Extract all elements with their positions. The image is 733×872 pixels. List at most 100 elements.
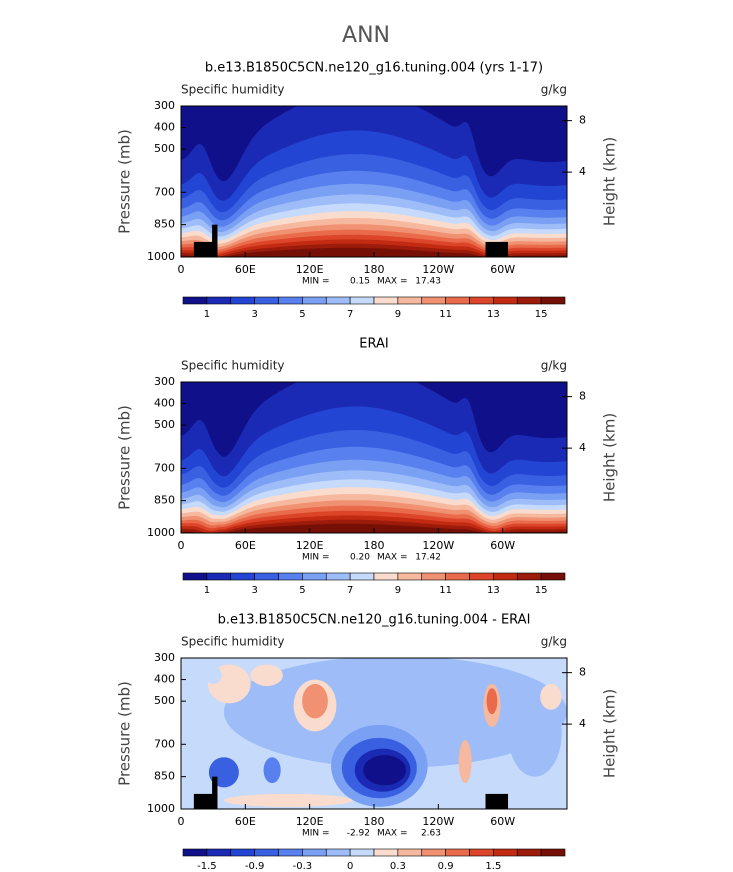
y2-axis-label: Height (km) <box>601 137 619 226</box>
x-tick-label: 180 <box>364 263 385 276</box>
contour-field <box>181 382 567 533</box>
min-label: MIN = <box>302 553 330 563</box>
y-tick-label: 1000 <box>147 802 175 815</box>
colorbar-swatch <box>302 572 327 581</box>
colorbar-swatch <box>182 572 208 581</box>
x-tick-label: 0 <box>178 263 185 276</box>
y-tick-label: 400 <box>154 673 175 686</box>
colorbar-swatch <box>445 296 470 305</box>
contour-field <box>181 106 567 257</box>
y2-tick-label: 4 <box>579 717 586 730</box>
colorbar-swatch <box>349 572 375 581</box>
colorbar-swatch <box>493 572 518 581</box>
panel-title: ERAI <box>359 337 388 352</box>
contour-fill <box>486 688 498 715</box>
topography <box>193 241 218 257</box>
x-tick-label: 120W <box>422 263 454 276</box>
max-label: MAX = <box>377 553 408 563</box>
y-tick-label: 700 <box>154 461 175 474</box>
colorbar-swatch <box>302 848 327 857</box>
colorbar-swatch <box>206 296 232 305</box>
colorbar-label: 13 <box>487 585 500 596</box>
contour-fill <box>263 757 281 784</box>
colorbar-swatch <box>325 296 351 305</box>
figure-title: ANN <box>342 23 390 48</box>
colorbar-swatch <box>516 572 542 581</box>
topography <box>193 793 218 809</box>
colorbar-label: 7 <box>347 309 353 320</box>
y-axis-label: Pressure (mb) <box>116 681 134 786</box>
contour-fill <box>250 664 283 687</box>
colorbar-swatch <box>445 848 470 857</box>
y2-tick-label: 8 <box>579 666 586 679</box>
y-tick-label: 1000 <box>147 526 175 539</box>
colorbar-label: 5 <box>299 309 305 320</box>
units: g/kg <box>541 83 567 97</box>
y2-tick-label: 8 <box>579 114 586 127</box>
colorbar-label: 3 <box>251 585 257 596</box>
colorbar-swatch <box>230 848 255 857</box>
colorbar-label: 11 <box>439 585 452 596</box>
contour-fill <box>223 793 353 807</box>
y-tick-label: 400 <box>154 121 175 134</box>
colorbar-label: 15 <box>535 309 548 320</box>
max-value: 2.63 <box>421 829 441 839</box>
y-tick-label: 700 <box>154 737 175 750</box>
y-tick-label: 300 <box>154 651 175 664</box>
y-tick-label: 700 <box>154 185 175 198</box>
colorbar-swatch <box>493 296 518 305</box>
x-tick-label: 120E <box>296 815 324 828</box>
colorbar-swatch <box>373 572 399 581</box>
x-tick-label: 60W <box>490 263 515 276</box>
colorbar-swatch <box>373 848 399 857</box>
x-tick-label: 180 <box>364 539 385 552</box>
y2-tick-label: 4 <box>579 165 586 178</box>
colorbar-swatch <box>397 296 423 305</box>
colorbar-swatch <box>421 848 446 857</box>
y2-tick-label: 8 <box>579 390 586 403</box>
contour-fill <box>540 683 562 710</box>
contour-fill <box>363 755 407 786</box>
colorbar-swatch <box>397 572 423 581</box>
colorbar-swatch <box>493 848 518 857</box>
colorbar-swatch <box>469 848 494 857</box>
units: g/kg <box>541 359 567 373</box>
colorbar-swatch <box>373 296 399 305</box>
colorbar-swatch <box>469 296 494 305</box>
x-tick-label: 60E <box>235 539 256 552</box>
min-value: 0.15 <box>350 277 370 287</box>
field-name: Specific humidity <box>181 83 285 97</box>
y-tick-label: 300 <box>154 99 175 112</box>
y-tick-label: 850 <box>154 770 175 783</box>
x-tick-label: 0 <box>178 815 185 828</box>
x-tick-label: 180 <box>364 815 385 828</box>
colorbar-label: 9 <box>395 585 401 596</box>
colorbar-swatch <box>182 296 208 305</box>
units: g/kg <box>541 635 567 649</box>
topography <box>212 776 218 809</box>
y-tick-label: 500 <box>154 694 175 707</box>
colorbar-label: 15 <box>535 585 548 596</box>
colorbar-swatch <box>540 296 566 305</box>
colorbar-label: 5 <box>299 585 305 596</box>
min-label: MIN = <box>302 277 330 287</box>
field-name: Specific humidity <box>181 635 285 649</box>
colorbar-swatch <box>325 572 351 581</box>
colorbar-swatch <box>182 848 208 857</box>
colorbar-swatch <box>254 572 279 581</box>
y2-axis-label: Height (km) <box>601 689 619 778</box>
colorbar-swatch <box>278 848 303 857</box>
topography <box>485 793 509 809</box>
colorbar-swatch <box>349 848 375 857</box>
max-label: MAX = <box>377 277 408 287</box>
colorbar-label: -0.3 <box>293 861 313 872</box>
min-value: 0.20 <box>350 553 370 563</box>
y-tick-label: 500 <box>154 418 175 431</box>
colorbar-label: 9 <box>395 309 401 320</box>
topography <box>485 241 509 257</box>
colorbar-label: 1 <box>204 309 210 320</box>
x-tick-label: 120E <box>296 263 324 276</box>
x-tick-label: 120E <box>296 539 324 552</box>
contour-fill <box>302 683 328 719</box>
